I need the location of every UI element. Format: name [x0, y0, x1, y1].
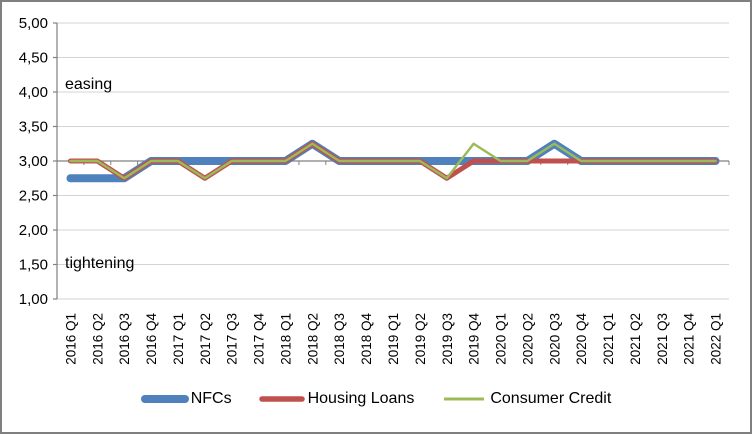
x-axis-tick-label: 2019 Q3 — [440, 313, 455, 365]
y-axis-tick-label: 4,50 — [19, 50, 48, 67]
x-axis-tick-label: 2019 Q1 — [386, 313, 401, 365]
legend-item-housing-loans: Housing Loans — [258, 390, 415, 408]
x-axis-tick-label: 2020 Q3 — [547, 313, 562, 365]
series-lines — [66, 139, 720, 183]
legend-item-consumer-credit: Consumer Credit — [440, 390, 611, 408]
y-axis-labels: 5,00 4,50 4,00 3,50 3,00 2,50 2,00 1,50 1,00 — [19, 15, 48, 308]
x-axis-tick-label: 2021 Q3 — [655, 313, 670, 365]
y-axis-tick-label: 2,50 — [19, 188, 48, 205]
x-axis-tick-label: 2016 Q3 — [117, 313, 132, 365]
y-axis-tick-label: 1,00 — [19, 291, 48, 308]
x-axis-tick-label: 2016 Q2 — [90, 313, 105, 365]
x-axis-tick-label: 2018 Q2 — [305, 313, 320, 365]
x-axis-tick-label: 2020 Q4 — [574, 313, 589, 365]
x-axis-tick-label: 2018 Q4 — [359, 313, 374, 365]
x-axis-tick-label: 2019 Q4 — [467, 313, 482, 365]
x-axis-tick-label: 2017 Q2 — [198, 313, 213, 365]
x-axis-tick-label: 2021 Q1 — [601, 313, 616, 365]
x-axis-tick-label: 2021 Q4 — [682, 313, 697, 365]
x-axis-labels: 2016 Q1 2016 Q2 2016 Q3 2016 Q4 2017 Q1 2017 … — [63, 313, 723, 365]
x-axis-tick-label: 2016 Q1 — [63, 313, 78, 365]
series-line-consumer-credit — [69, 142, 717, 180]
legend-label: NFCs — [190, 390, 232, 407]
x-axis-tick-label: 2018 Q3 — [332, 313, 347, 365]
x-axis-tick-label: 2020 Q2 — [520, 313, 535, 365]
x-axis-tick-label: 2022 Q1 — [709, 313, 724, 365]
x-axis-tick-label: 2018 Q1 — [278, 313, 293, 365]
annotation-tightening: tightening — [65, 255, 135, 272]
x-axis-tick-label: 2017 Q4 — [252, 313, 267, 365]
legend-line-sample-icon — [140, 395, 189, 403]
legend-label: Housing Loans — [307, 390, 415, 407]
x-axis-tick-label: 2016 Q4 — [144, 313, 159, 365]
legend-line-sample-icon — [444, 397, 485, 401]
annotation-easing: easing — [65, 76, 113, 93]
x-axis-tick-label: 2017 Q3 — [225, 313, 240, 365]
y-axis-tick-label: 1,50 — [19, 257, 48, 274]
x-axis-tick-label: 2017 Q1 — [171, 313, 186, 365]
legend-item-nfcs: NFCs — [140, 390, 232, 408]
y-axis-tick-label: 3,50 — [19, 119, 48, 136]
y-axis-tick-label: 2,00 — [19, 222, 48, 239]
value-axis — [53, 22, 58, 300]
x-axis-tick-label: 2021 Q2 — [628, 313, 643, 365]
x-axis-tick-label: 2019 Q2 — [413, 313, 428, 365]
x-axis-tick-label: 2020 Q1 — [494, 313, 509, 365]
y-axis-tick-label: 5,00 — [19, 15, 48, 32]
legend-line-sample-icon — [258, 396, 305, 402]
chart-legend: NFCs Housing Loans Consumer Credit — [2, 390, 750, 408]
legend-label: Consumer Credit — [490, 390, 612, 407]
y-axis-tick-label: 3,00 — [19, 153, 48, 170]
y-axis-tick-label: 4,00 — [19, 84, 48, 101]
